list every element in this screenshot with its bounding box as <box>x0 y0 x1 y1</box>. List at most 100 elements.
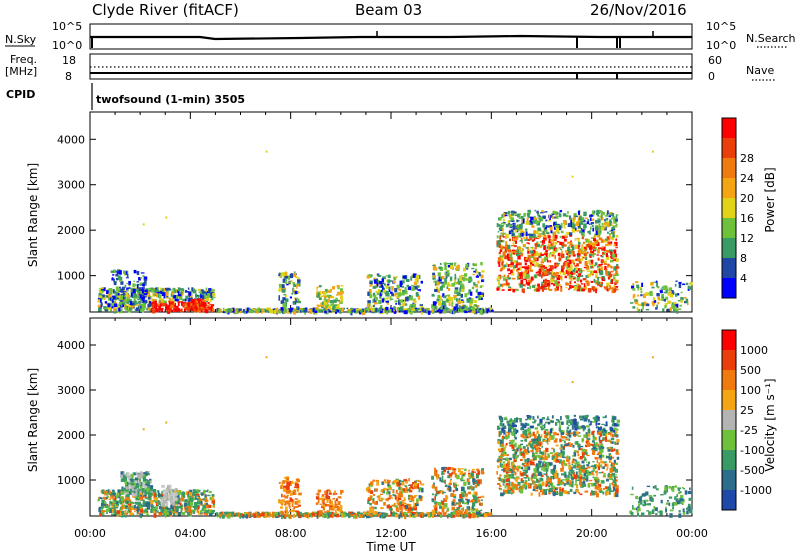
echo-cell <box>369 495 372 499</box>
echo-cell <box>499 217 502 221</box>
echo-cell <box>110 494 113 497</box>
echo-cell <box>415 502 419 507</box>
echo-cell <box>398 486 401 491</box>
echo-cell <box>392 490 395 494</box>
echo-cell <box>505 262 508 265</box>
echo-cell <box>471 512 476 514</box>
echo-cell <box>139 513 144 516</box>
echo-cell <box>145 502 149 508</box>
echo-cell <box>499 225 503 229</box>
echo-cell <box>181 511 186 516</box>
echo-cell <box>505 223 509 228</box>
echo-cell <box>150 301 154 306</box>
echo-cell <box>144 296 147 299</box>
echo-cell <box>205 287 208 291</box>
echo-cell <box>417 289 420 291</box>
echo-cell <box>535 251 538 255</box>
echo-cell <box>472 478 476 483</box>
echo-cell <box>480 479 483 484</box>
echo-cell <box>539 241 543 243</box>
colorbar-segment <box>722 278 736 299</box>
echo-cell <box>128 303 132 308</box>
echo-cell <box>223 310 227 314</box>
colorbar-segment <box>722 138 736 159</box>
colorbar-tick-label: 1000 <box>740 344 768 357</box>
echo-cell <box>471 475 475 479</box>
echo-cell <box>273 513 276 517</box>
echo-cell <box>115 503 119 506</box>
echo-cell <box>588 259 590 265</box>
echo-cell <box>151 304 155 309</box>
echo-cell <box>476 499 481 503</box>
echo-cell <box>291 292 294 295</box>
echo-cell <box>145 488 147 493</box>
echo-cell <box>376 273 380 276</box>
echo-cell <box>393 309 397 314</box>
echo-cell <box>443 281 448 285</box>
echo-cell <box>168 306 172 310</box>
echo-cell <box>415 484 419 489</box>
echo-cell <box>471 286 475 290</box>
echo-cell <box>605 218 609 221</box>
echo-cell <box>467 292 470 295</box>
echo-cell <box>541 284 545 286</box>
echo-cell <box>130 483 135 486</box>
echo-cell <box>677 300 682 302</box>
echo-cell <box>388 495 392 498</box>
echo-cell <box>330 503 334 506</box>
echo-cell <box>175 487 178 491</box>
echo-cell <box>613 287 617 293</box>
echo-cell <box>376 278 379 283</box>
echo-cell <box>336 294 339 296</box>
echo-cell <box>606 282 610 287</box>
echo-cell <box>474 498 478 504</box>
echo-cell <box>403 479 408 482</box>
echo-cell <box>515 225 519 228</box>
echo-cell <box>170 488 173 490</box>
echo-cell <box>253 513 256 518</box>
echo-cell <box>557 284 561 287</box>
echo-cell <box>98 291 103 294</box>
echo-cell <box>216 308 219 312</box>
echo-cell <box>278 499 281 501</box>
echo-cell <box>126 287 129 291</box>
echo-cell <box>398 288 402 291</box>
echo-cell <box>371 308 375 312</box>
echo-cell <box>678 283 682 288</box>
echo-cell <box>279 287 282 291</box>
echo-cell <box>561 235 566 239</box>
echo-cell <box>327 290 331 293</box>
echo-cell <box>577 210 581 215</box>
echo-cell <box>474 491 478 496</box>
echo-cell <box>184 507 186 510</box>
echo-cell <box>465 305 468 309</box>
echo-cell <box>113 500 117 504</box>
echo-cell <box>381 307 386 311</box>
echo-cell <box>118 301 122 305</box>
echo-cell <box>441 285 444 287</box>
echo-cell <box>304 514 307 518</box>
echo-cell <box>476 496 480 499</box>
echo-cell <box>528 243 530 245</box>
echo-cell <box>192 498 197 501</box>
echo-cell <box>172 297 174 301</box>
echo-cell <box>505 244 507 249</box>
echo-cell <box>138 499 140 501</box>
echo-cell <box>208 306 212 311</box>
echo-cell <box>595 219 599 224</box>
echo-cell <box>542 215 546 219</box>
echo-cell <box>122 487 126 491</box>
echo-cell <box>202 504 206 509</box>
echo-cell <box>390 513 393 517</box>
echo-cell <box>109 290 113 295</box>
echo-cell <box>134 480 138 484</box>
echo-cell <box>575 270 578 274</box>
echo-cell <box>569 242 573 246</box>
echo-cell <box>560 276 563 281</box>
echo-cell <box>322 507 325 511</box>
echo-cell <box>404 298 406 303</box>
echo-cell <box>416 479 420 482</box>
echo-cell <box>280 506 283 509</box>
echo-cell <box>425 512 429 514</box>
echo-cell <box>172 505 175 510</box>
